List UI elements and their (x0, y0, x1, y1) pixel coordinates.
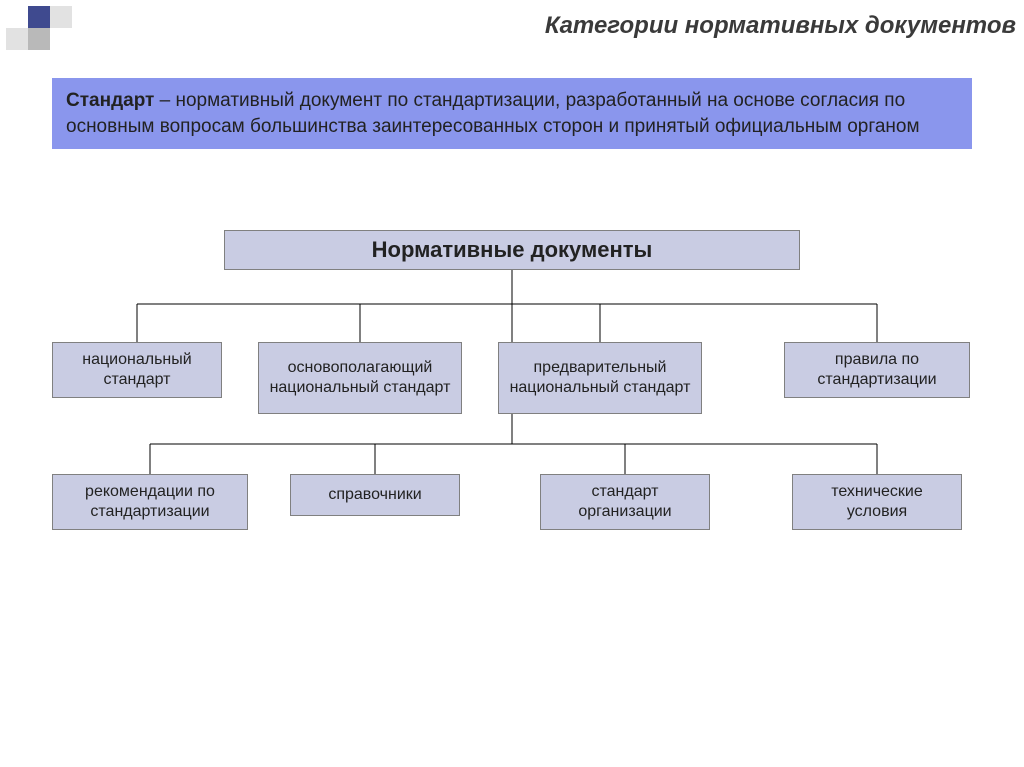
tree-node: технические условия (792, 474, 962, 530)
deco-square (28, 6, 50, 28)
definition-box: Стандарт – нормативный документ по станд… (52, 78, 972, 149)
root-node: Нормативные документы (224, 230, 800, 270)
slide-title: Категории нормативных документов (100, 12, 1024, 40)
tree-node: предварительный национальный стандарт (498, 342, 702, 414)
definition-term: Стандарт (66, 90, 154, 111)
chart-connectors (0, 230, 1024, 630)
org-chart: Нормативные документы национальный станда… (0, 230, 1024, 630)
tree-node: рекомендации по стандартизации (52, 474, 248, 530)
definition-text: – нормативный документ по стандартизации… (66, 90, 920, 137)
deco-square (50, 6, 72, 28)
tree-node: стандарт организации (540, 474, 710, 530)
tree-node: национальный стандарт (52, 342, 222, 398)
tree-node: правила по стандартизации (784, 342, 970, 398)
tree-node: основополагающий национальный стандарт (258, 342, 462, 414)
deco-square (28, 28, 50, 50)
tree-node: справочники (290, 474, 460, 516)
corner-decoration (0, 0, 80, 80)
deco-square (6, 28, 28, 50)
